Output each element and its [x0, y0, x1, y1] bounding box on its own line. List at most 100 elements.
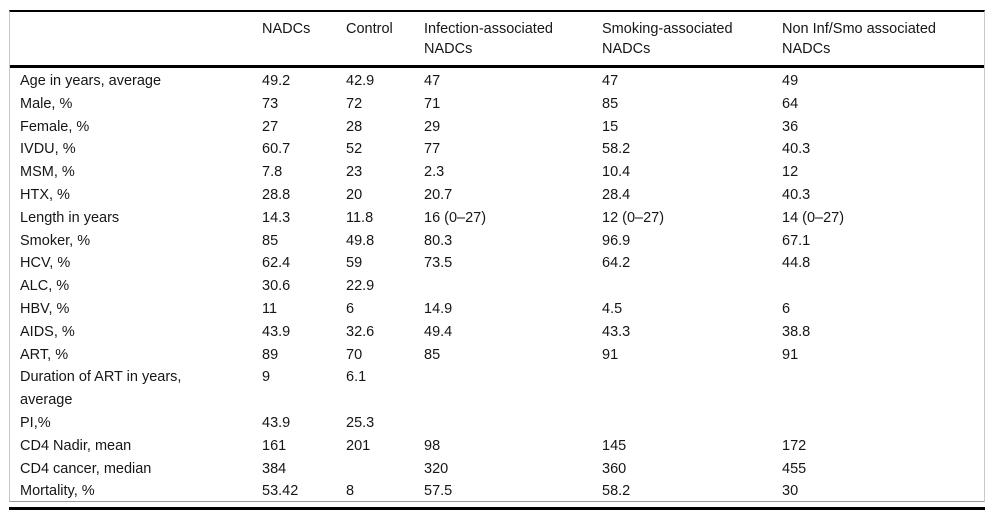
table-row: Female, % 27 28 29 15 36	[10, 116, 984, 139]
cell: 30	[782, 483, 799, 500]
cell: 22.9	[346, 278, 375, 295]
cell	[782, 412, 984, 435]
table-row: Length in years 14.3 11.8 16 (0–27) 12 (…	[10, 207, 984, 230]
cell: 6	[346, 300, 355, 317]
row-label: CD4 cancer, median	[10, 458, 262, 481]
row-label-text: IVDU, %	[20, 141, 76, 158]
row-label: ALC, %	[10, 275, 262, 298]
cell: 16 (0–27)	[424, 209, 487, 226]
cell: 62.4	[262, 255, 291, 272]
row-label-text: PI,%	[20, 414, 51, 431]
cell: 77	[424, 141, 441, 158]
cell: 96.9	[602, 232, 631, 249]
row-label-text: Length in years	[20, 209, 120, 226]
row-label-text: CD4 cancer, median	[20, 460, 152, 477]
cell: 40.3	[782, 186, 811, 203]
row-label-text: HTX, %	[20, 186, 70, 203]
row-label: Duration of ART in years, average	[10, 366, 262, 412]
cell	[602, 366, 782, 412]
row-label: Female, %	[10, 116, 262, 139]
table-row: PI,% 43.9 25.3	[10, 412, 984, 435]
cell: 85	[424, 346, 441, 363]
cell: 42.9	[346, 73, 375, 89]
row-label-text: MSM, %	[20, 164, 75, 181]
cell: 27	[262, 118, 279, 135]
column-header-label: Infection-associated NADCs	[424, 21, 553, 57]
row-label: Length in years	[10, 207, 262, 230]
row-label: HBV, %	[10, 298, 262, 321]
row-label: HTX, %	[10, 184, 262, 207]
cell: 73.5	[424, 255, 453, 272]
row-label: CD4 Nadir, mean	[10, 435, 262, 458]
cell: 49.2	[262, 73, 291, 89]
cell: 80.3	[424, 232, 453, 249]
column-header-control: Control	[346, 12, 424, 68]
cell: 9	[262, 369, 271, 386]
cell: 36	[782, 118, 799, 135]
cell: 52	[346, 141, 363, 158]
cell: 6	[782, 300, 791, 317]
cell: 201	[346, 437, 371, 454]
cell: 49.4	[424, 323, 453, 340]
cell: 67.1	[782, 232, 811, 249]
cell: 47	[424, 73, 441, 89]
cell: 11.8	[346, 209, 374, 226]
cell: 172	[782, 437, 807, 454]
cell: 57.5	[424, 483, 453, 500]
cell: 20.7	[424, 186, 453, 203]
cell: 8	[346, 483, 355, 500]
table-row: HBV, % 11 6 14.9 4.5 6	[10, 298, 984, 321]
cell: 12	[782, 164, 799, 181]
cell: 23	[346, 164, 363, 181]
table-row: HTX, % 28.8 20 20.7 28.4 40.3	[10, 184, 984, 207]
row-label-text: HBV, %	[20, 300, 70, 317]
column-header-blank	[10, 12, 262, 68]
table-bottom-rule	[9, 507, 985, 510]
cell: 98	[424, 437, 441, 454]
row-label: Age in years, average	[10, 67, 262, 93]
column-header-label: Smoking-associated NADCs	[602, 21, 733, 57]
row-label-text: Male, %	[20, 95, 73, 112]
cell: 11	[262, 300, 278, 317]
row-label: IVDU, %	[10, 138, 262, 161]
column-header-infection-nadcs: Infection-associated NADCs	[424, 12, 602, 68]
cell: 73	[262, 95, 279, 112]
cell: 71	[424, 95, 441, 112]
cell: 43.3	[602, 323, 631, 340]
row-label-text: CD4 Nadir, mean	[20, 437, 132, 454]
cell: 85	[602, 95, 619, 112]
cell: 10.4	[602, 164, 631, 181]
cell: 455	[782, 460, 807, 477]
cell: 28	[346, 118, 363, 135]
cell: 20	[346, 186, 363, 203]
cell	[602, 412, 782, 435]
column-header-noninfsmo-nadcs: Non Inf/Smo associated NADCs	[782, 12, 984, 68]
row-label: Mortality, %	[10, 480, 262, 503]
cell: 25.3	[346, 414, 375, 431]
cell: 43.9	[262, 323, 291, 340]
cell: 6.1	[346, 369, 367, 386]
cell: 4.5	[602, 300, 623, 317]
cell: 43.9	[262, 414, 291, 431]
cell: 38.8	[782, 323, 811, 340]
cell: 64	[782, 95, 799, 112]
cell: 58.2	[602, 141, 631, 158]
table-row: CD4 cancer, median 384 320 360 455	[10, 458, 984, 481]
cell: 15	[602, 118, 619, 135]
cell: 64.2	[602, 255, 631, 272]
cell	[346, 458, 424, 481]
table-row: Smoker, % 85 49.8 80.3 96.9 67.1	[10, 230, 984, 253]
cell: 60.7	[262, 141, 291, 158]
cell: 32.6	[346, 323, 375, 340]
row-label: MSM, %	[10, 161, 262, 184]
cell: 360	[602, 460, 627, 477]
cell	[424, 275, 602, 298]
table-row: CD4 Nadir, mean 161 201 98 145 172	[10, 435, 984, 458]
column-header-nadcs: NADCs	[262, 12, 346, 68]
cell: 91	[782, 346, 799, 363]
cell: 12 (0–27)	[602, 209, 665, 226]
row-label: ART, %	[10, 344, 262, 367]
cell: 14 (0–27)	[782, 209, 845, 226]
cell: 53.42	[262, 483, 299, 500]
